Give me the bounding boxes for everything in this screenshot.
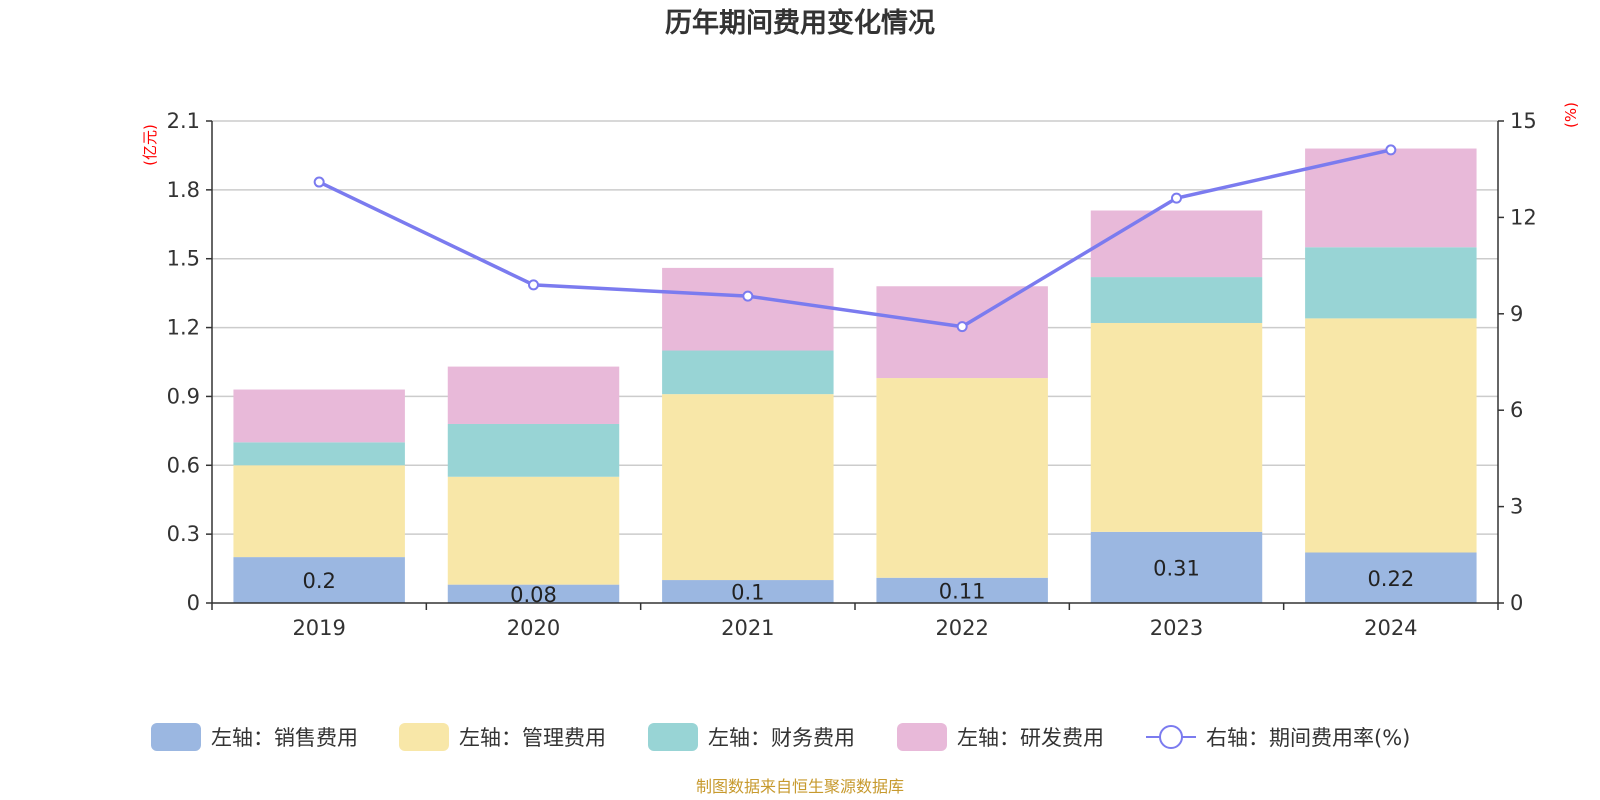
bar-segment [1305, 318, 1477, 553]
right-axis-tick-label: 3 [1510, 495, 1523, 519]
legend-label: 左轴：财务费用 [708, 726, 855, 750]
x-axis-tick-label: 2019 [292, 616, 345, 640]
right-axis-tick-label: 9 [1510, 302, 1523, 326]
bar-segment [662, 580, 834, 603]
chart-title: 历年期间费用变化情况 [665, 7, 935, 39]
left-axis-tick-label: 1.2 [167, 316, 200, 340]
rate-point [742, 290, 754, 302]
rate-point [1171, 192, 1182, 204]
source-note: 制图数据来自恒生聚源数据库 [696, 777, 904, 796]
legend-marker-swatch [1159, 725, 1183, 749]
right-axis-tick-label: 0 [1510, 591, 1523, 615]
bar-segment [447, 366, 620, 424]
bar-segment [233, 465, 405, 558]
bar-segment [1305, 247, 1477, 319]
legend-label: 左轴：销售费用 [211, 726, 358, 750]
bar-segment [233, 389, 405, 443]
bar-segment [1305, 148, 1477, 248]
bar-data-label: 0.22 [1367, 567, 1414, 591]
bar-segment [662, 267, 834, 351]
bar-segment [876, 577, 1048, 603]
rate-point [528, 279, 539, 291]
bar-segment [233, 442, 405, 466]
left-axis-tick-label: 0.6 [167, 453, 200, 477]
x-axis-tick-label: 2022 [935, 616, 988, 640]
left-axis-tick-label: 0.3 [167, 522, 200, 546]
legend-swatch [897, 723, 947, 751]
bar-segment [1305, 552, 1477, 603]
rate-point [956, 321, 968, 333]
left-axis-tick-label: 0.9 [167, 384, 200, 408]
bar-segment [1090, 210, 1263, 278]
x-axis-tick-label: 2024 [1364, 616, 1417, 640]
rate-line [318, 148, 1392, 329]
bar-segment [662, 350, 834, 395]
bar-segment [876, 378, 1048, 578]
legend-label: 右轴：期间费用率(%) [1206, 726, 1410, 750]
x-axis-tick-label: 2023 [1150, 616, 1203, 640]
x-axis-tick-label: 2020 [507, 616, 560, 640]
legend-swatch [151, 723, 201, 751]
bar-segment [1090, 531, 1263, 603]
line-series [313, 144, 1397, 333]
axes: 0 0.3 0.6 0.9 1.2 1.5 1.8 2.1 0 3 6 9 12 15 2019 2020 20… [167, 109, 1537, 640]
bar-data-label: 0.08 [510, 583, 557, 607]
bar-data-label: 0.11 [939, 579, 986, 603]
left-axis-tick-label: 2.1 [167, 109, 200, 133]
bar-segment [1090, 277, 1263, 323]
bar-segment [447, 423, 620, 477]
bar-data-label: 0.1 [731, 581, 764, 605]
bar-segment [662, 394, 834, 581]
bar-segment [233, 557, 405, 603]
grid-lines [212, 120, 1498, 535]
data-labels: 0.2 0.08 0.1 0.11 0.31 0.22 [302, 556, 1414, 606]
bar-data-label: 0.31 [1153, 556, 1200, 580]
legend-label: 左轴：管理费用 [459, 726, 606, 750]
legend-label: 左轴：研发费用 [957, 726, 1104, 750]
left-axis-unit: (亿元) [141, 124, 159, 166]
legend-swatch [648, 723, 698, 751]
right-axis-tick-label: 15 [1510, 109, 1537, 133]
right-axis-tick-label: 12 [1510, 205, 1537, 229]
bar-segment [447, 584, 620, 603]
rate-point [313, 176, 325, 188]
x-axis-tick-label: 2021 [721, 616, 774, 640]
legend-swatch [399, 723, 449, 751]
bar-segment [447, 476, 620, 585]
legend: 左轴：销售费用 左轴：管理费用 左轴：财务费用 左轴：研发费用 右轴：期间费用率(%) [151, 723, 1410, 751]
bar-segment [1090, 322, 1263, 532]
bar-data-label: 0.2 [302, 569, 335, 593]
right-axis-unit: (%) [1562, 102, 1580, 128]
left-axis-tick-label: 0 [187, 591, 200, 615]
right-axis-tick-label: 6 [1510, 398, 1523, 422]
left-axis-tick-label: 1.5 [167, 247, 200, 271]
left-axis-tick-label: 1.8 [167, 178, 200, 202]
rate-point [1385, 144, 1397, 156]
bar-series [233, 148, 1477, 603]
bar-segment [876, 286, 1048, 379]
